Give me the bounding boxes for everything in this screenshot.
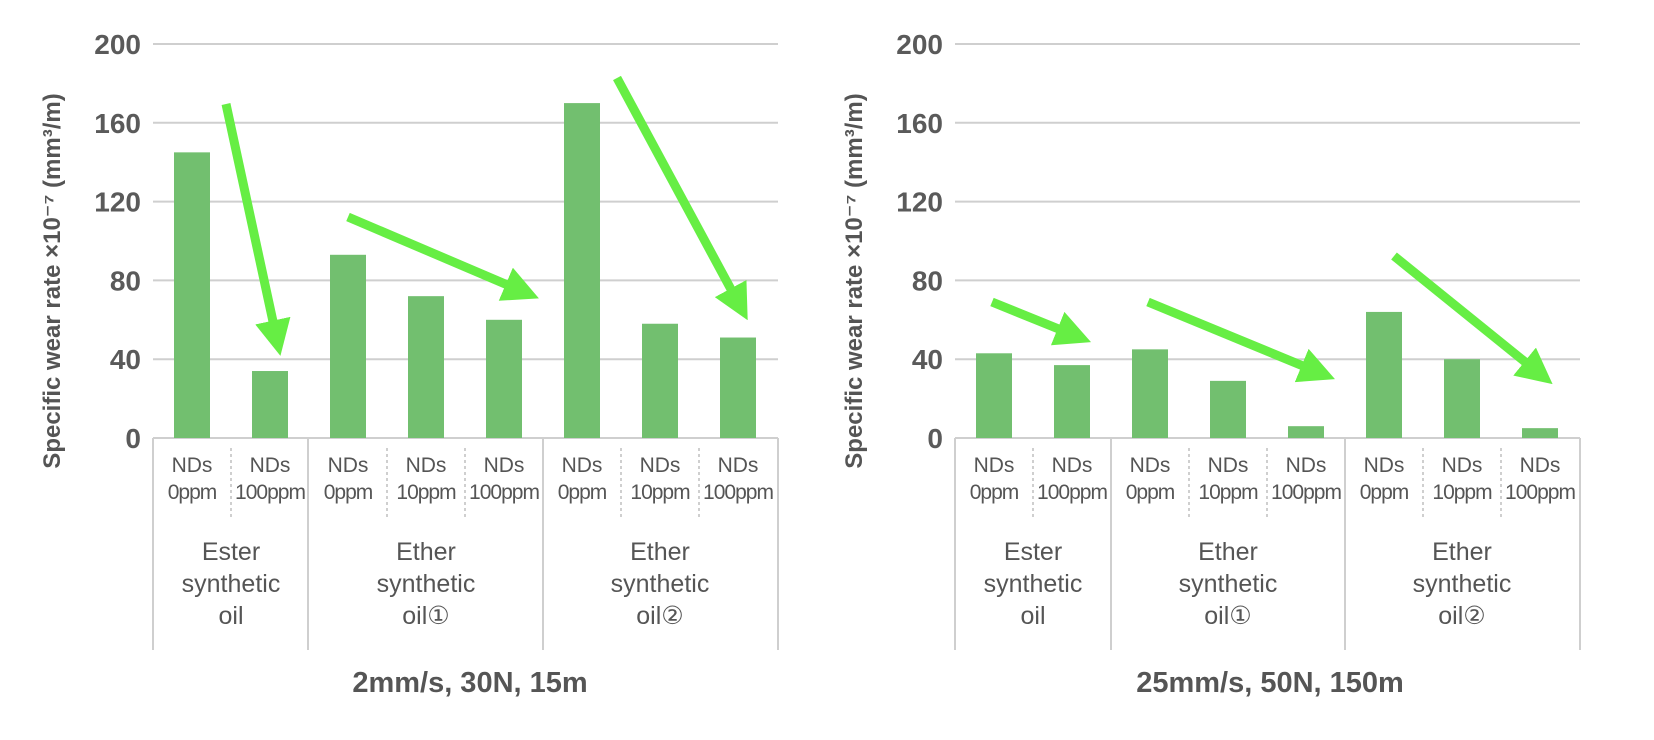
bar [1054, 365, 1090, 438]
category-label: NDs [1130, 454, 1171, 477]
trend-arrow [1391, 252, 1553, 385]
bar [252, 371, 288, 438]
trend-arrow [1146, 297, 1335, 383]
category-label: 0ppm [1126, 481, 1175, 504]
group-label: Ester [1004, 538, 1062, 566]
bar [1522, 428, 1558, 438]
category-label: NDs [250, 454, 291, 477]
bar [720, 337, 756, 438]
group-label: Ether [396, 538, 456, 566]
category-label: NDs [1052, 454, 1093, 477]
group-label: oil② [1438, 602, 1485, 630]
group-label: synthetic [611, 570, 710, 598]
category-label: 100ppm [469, 481, 539, 504]
y-tick-label: 80 [912, 265, 943, 296]
category-label: NDs [1208, 454, 1249, 477]
y-tick-label: 0 [927, 423, 943, 454]
category-label: 100ppm [1271, 481, 1341, 504]
category-label: NDs [974, 454, 1015, 477]
group-label: synthetic [377, 570, 476, 598]
category-label: NDs [718, 454, 759, 477]
category-label: NDs [484, 454, 525, 477]
category-label: 100ppm [1505, 481, 1575, 504]
category-label: NDs [328, 454, 369, 477]
group-label: synthetic [1413, 570, 1512, 598]
y-tick-label: 40 [110, 344, 141, 375]
category-label: NDs [640, 454, 681, 477]
y-tick-label: 200 [896, 29, 943, 60]
category-label: 100ppm [235, 481, 305, 504]
bar [486, 319, 522, 438]
y-tick-label: 0 [125, 423, 141, 454]
bar [1132, 349, 1168, 438]
bar [976, 353, 1012, 438]
y-tick-label: 160 [94, 108, 141, 139]
y-tick-label: 40 [912, 344, 943, 375]
category-label: 10ppm [1432, 481, 1492, 504]
bar [174, 152, 210, 438]
chart-title: 2mm/s, 30N, 15m [352, 667, 587, 699]
y-axis-label: Specific wear rate ×10⁻⁷ (mm³/m) [841, 93, 868, 468]
group-label: oil① [402, 602, 449, 630]
bar [642, 323, 678, 438]
bar [1288, 426, 1324, 438]
category-label: 0ppm [168, 481, 217, 504]
bar [564, 103, 600, 438]
category-label: NDs [1286, 454, 1327, 477]
category-label: 0ppm [1360, 481, 1409, 504]
y-tick-label: 120 [896, 187, 943, 218]
y-tick-label: 160 [896, 108, 943, 139]
category-label: NDs [1442, 454, 1483, 477]
y-tick-label: 80 [110, 265, 141, 296]
category-label: 10ppm [1198, 481, 1258, 504]
category-label: NDs [1364, 454, 1405, 477]
group-label: oil② [636, 602, 683, 630]
trend-arrow [613, 75, 748, 321]
y-tick-label: 200 [94, 29, 141, 60]
trend-arrow [346, 212, 539, 301]
bar [330, 254, 366, 438]
chart-title: 25mm/s, 50N, 150m [1136, 667, 1404, 699]
group-label: synthetic [1179, 570, 1278, 598]
category-label: NDs [562, 454, 603, 477]
group-label: oil [1020, 602, 1045, 630]
group-label: Ester [202, 538, 260, 566]
bar [1210, 380, 1246, 438]
trend-arrow [221, 103, 291, 356]
group-label: Ether [1432, 538, 1492, 566]
group-label: oil① [1204, 602, 1251, 630]
y-axis-label: Specific wear rate ×10⁻⁷ (mm³/m) [39, 93, 66, 468]
category-label: 0ppm [558, 481, 607, 504]
bar [408, 296, 444, 438]
group-label: oil [218, 602, 243, 630]
category-label: 100ppm [1037, 481, 1107, 504]
trend-arrow [990, 297, 1092, 346]
group-label: Ether [1198, 538, 1258, 566]
category-label: NDs [172, 454, 213, 477]
bar [1366, 311, 1402, 438]
group-label: Ether [630, 538, 690, 566]
group-label: synthetic [182, 570, 281, 598]
category-label: 0ppm [324, 481, 373, 504]
bar [1444, 359, 1480, 438]
category-label: 0ppm [970, 481, 1019, 504]
category-label: 100ppm [703, 481, 773, 504]
y-tick-label: 120 [94, 187, 141, 218]
category-label: NDs [406, 454, 447, 477]
chart-panel-left: 200 160 120 80 40 0 Specific wear rate ×10⁻⁷ (… [39, 29, 779, 699]
category-label: NDs [1520, 454, 1561, 477]
chart-panel-right: 200 160 120 80 40 0 Specific wear rate ×10⁻⁷ (… [841, 29, 1581, 699]
group-label: synthetic [984, 570, 1083, 598]
category-label: 10ppm [396, 481, 456, 504]
category-label: 10ppm [630, 481, 690, 504]
